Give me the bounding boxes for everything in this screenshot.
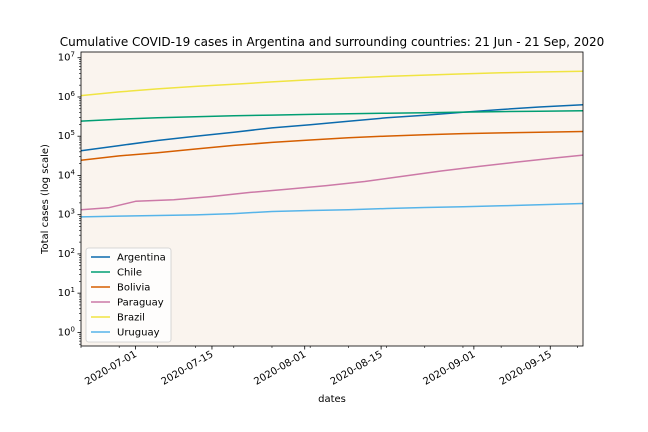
y-tick-exponent: 4: [71, 168, 76, 176]
y-tick-exponent: 1: [71, 286, 75, 294]
legend: Argentina Chile Bolivia Paraguay Brazil Urugu…: [85, 247, 172, 343]
series-layer: [80, 70, 584, 218]
legend-label-bolivia: Bolivia: [117, 283, 150, 294]
x-tick-label: 2020-07-01: [83, 349, 139, 388]
x-axis: 2020-07-01 2020-07-15 2020-08-01 2020-08-15…: [80, 346, 578, 388]
y-tick-label: 102: [58, 247, 75, 260]
series-line-uruguay: [80, 202, 584, 218]
y-tick-base: 10: [58, 53, 71, 64]
y-tick-label: 101: [58, 286, 75, 299]
y-tick-label: 104: [58, 168, 76, 181]
legend-label-argentina: Argentina: [117, 253, 166, 264]
y-tick-base: 10: [58, 131, 71, 142]
x-axis-label: dates: [318, 394, 346, 405]
y-tick-label: 103: [58, 208, 75, 221]
legend-label-brazil: Brazil: [117, 313, 145, 324]
x-tick-label: 2020-09-01: [422, 349, 478, 388]
y-tick-base: 10: [58, 92, 71, 103]
y-tick-base: 10: [58, 210, 71, 221]
y-tick-exponent: 7: [71, 51, 75, 59]
y-axis-label: Total cases (log scale): [40, 144, 51, 255]
x-tick-label: 2020-07-15: [160, 349, 216, 388]
legend-label-paraguay: Paraguay: [117, 298, 164, 309]
y-tick-base: 10: [58, 249, 71, 260]
x-tick-label: 2020-09-15: [498, 349, 554, 388]
y-tick-base: 10: [58, 170, 71, 181]
y-tick-label: 107: [58, 51, 75, 64]
series-line-paraguay: [80, 154, 584, 211]
series-line-argentina: [80, 104, 584, 152]
plot-frame: [80, 51, 584, 347]
y-tick-exponent: 5: [71, 129, 75, 137]
x-tick-label: 2020-08-15: [329, 349, 385, 388]
series-line-brazil: [80, 70, 584, 97]
y-tick-label: 105: [58, 129, 75, 142]
series-line-bolivia: [80, 130, 584, 162]
y-tick-base: 10: [58, 288, 71, 299]
x-tick-label: 2020-08-01: [252, 349, 308, 388]
y-tick-label: 106: [58, 90, 76, 103]
y-tick-exponent: 2: [71, 247, 75, 255]
series-line-chile: [80, 109, 584, 122]
y-tick-exponent: 6: [71, 90, 76, 98]
y-tick-exponent: 0: [71, 325, 75, 333]
y-tick-label: 100: [58, 325, 75, 338]
legend-label-uruguay: Uruguay: [117, 328, 160, 339]
chart-title: Cumulative COVID-19 cases in Argentina a…: [60, 35, 605, 49]
y-tick-base: 10: [58, 327, 71, 338]
y-tick-exponent: 3: [71, 208, 75, 216]
legend-label-chile: Chile: [117, 268, 142, 279]
